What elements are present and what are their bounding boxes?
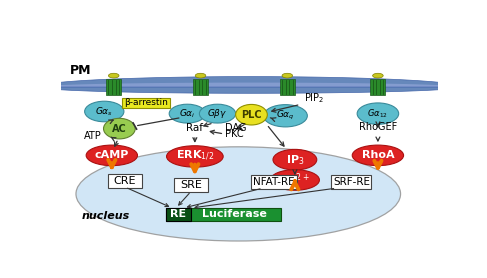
FancyBboxPatch shape (193, 79, 208, 95)
Text: AC: AC (112, 124, 127, 134)
FancyBboxPatch shape (332, 175, 372, 189)
Text: ATP: ATP (84, 131, 102, 141)
FancyBboxPatch shape (251, 175, 297, 189)
Text: SRE: SRE (180, 180, 202, 190)
Ellipse shape (273, 149, 317, 170)
Text: Luciferase: Luciferase (203, 209, 267, 219)
Ellipse shape (104, 118, 135, 139)
Ellipse shape (109, 73, 119, 78)
Text: CRE: CRE (114, 176, 136, 186)
Text: RE: RE (170, 209, 187, 219)
FancyBboxPatch shape (106, 79, 121, 95)
Text: IP$_3$: IP$_3$ (285, 153, 304, 167)
Text: PIP$_2$: PIP$_2$ (304, 91, 325, 105)
FancyBboxPatch shape (174, 178, 208, 192)
FancyBboxPatch shape (122, 98, 169, 108)
Text: DAG: DAG (225, 123, 246, 133)
Ellipse shape (86, 145, 137, 166)
Ellipse shape (263, 105, 307, 127)
Text: G$\alpha_s$: G$\alpha_s$ (95, 105, 113, 118)
Text: β-arrestin: β-arrestin (124, 98, 168, 107)
Polygon shape (38, 77, 461, 93)
Ellipse shape (282, 73, 293, 78)
Ellipse shape (236, 105, 267, 125)
Ellipse shape (270, 170, 319, 190)
Ellipse shape (76, 147, 400, 241)
Ellipse shape (169, 104, 206, 123)
Ellipse shape (199, 104, 236, 123)
Text: Ca$^{2+}$: Ca$^{2+}$ (280, 172, 310, 188)
Ellipse shape (352, 145, 404, 166)
Text: PM: PM (70, 64, 92, 77)
FancyBboxPatch shape (108, 174, 142, 188)
Text: G$\alpha_q$: G$\alpha_q$ (276, 109, 295, 122)
Text: RhoA: RhoA (362, 150, 394, 160)
Text: G$\beta\gamma$: G$\beta\gamma$ (207, 107, 228, 120)
Text: G$\alpha_i$: G$\alpha_i$ (179, 107, 196, 120)
Polygon shape (42, 83, 457, 87)
Ellipse shape (373, 73, 383, 78)
FancyBboxPatch shape (166, 208, 191, 221)
Ellipse shape (195, 73, 206, 78)
Text: cAMP: cAMP (94, 150, 129, 160)
FancyBboxPatch shape (370, 79, 386, 95)
Ellipse shape (85, 101, 124, 122)
Ellipse shape (357, 103, 399, 124)
Text: SRF-RE: SRF-RE (333, 177, 370, 187)
Text: PLC: PLC (241, 110, 262, 120)
FancyBboxPatch shape (166, 208, 281, 221)
FancyBboxPatch shape (280, 79, 295, 95)
Text: Raf: Raf (187, 123, 204, 133)
Text: PKC: PKC (225, 129, 244, 139)
Text: RhoGEF: RhoGEF (359, 122, 397, 132)
Text: ERK$_{1/2}$: ERK$_{1/2}$ (176, 149, 214, 163)
Ellipse shape (167, 146, 223, 167)
Text: G$\alpha_{12}$: G$\alpha_{12}$ (368, 107, 388, 120)
Text: NFAT-RE: NFAT-RE (253, 177, 295, 187)
Text: nucleus: nucleus (82, 210, 130, 220)
